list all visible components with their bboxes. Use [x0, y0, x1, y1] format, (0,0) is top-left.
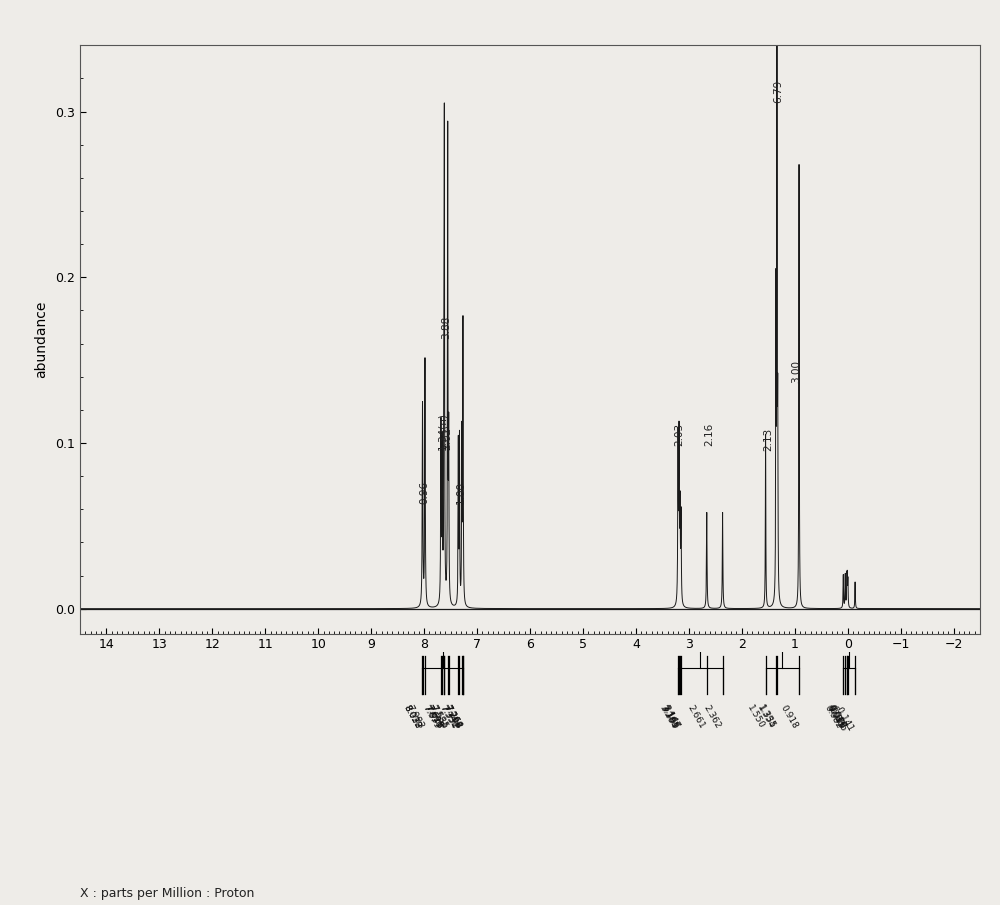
Text: 7.983: 7.983	[404, 703, 425, 730]
Text: 7.354: 7.354	[438, 703, 458, 730]
Text: -0.141: -0.141	[833, 703, 855, 733]
Text: 7.288: 7.288	[441, 703, 462, 730]
Text: 1.550: 1.550	[745, 703, 766, 730]
Text: 2.661: 2.661	[686, 703, 707, 730]
Text: 3.88: 3.88	[441, 315, 451, 338]
Text: 3.204: 3.204	[657, 703, 678, 730]
Text: 0.082: 0.082	[823, 703, 843, 730]
Text: 2.13: 2.13	[763, 428, 773, 452]
Text: 0.008: 0.008	[826, 703, 847, 730]
Text: 2.02: 2.02	[442, 426, 452, 450]
Text: -0.005: -0.005	[826, 703, 848, 733]
Text: 3.166: 3.166	[659, 703, 680, 730]
Text: 8.032: 8.032	[402, 703, 422, 730]
Text: 7.535: 7.535	[428, 703, 449, 730]
Text: 1.335: 1.335	[756, 703, 777, 730]
Text: 0.045: 0.045	[825, 703, 845, 730]
Text: 7.332: 7.332	[439, 703, 459, 730]
Text: 0.016: 0.016	[826, 703, 847, 730]
Text: 7.554: 7.554	[427, 703, 448, 730]
Text: 1.00: 1.00	[456, 481, 466, 504]
Text: X : parts per Million : Proton: X : parts per Million : Proton	[80, 888, 254, 900]
Text: 3.147: 3.147	[660, 703, 681, 730]
Text: 8.028: 8.028	[402, 703, 423, 730]
Y-axis label: abundance: abundance	[34, 300, 48, 378]
Text: 0.96: 0.96	[420, 481, 430, 504]
Text: 2.362: 2.362	[702, 703, 723, 730]
Text: 3.185: 3.185	[658, 703, 679, 730]
Text: 7.626: 7.626	[423, 703, 444, 730]
Text: 3.00: 3.00	[791, 360, 801, 384]
Text: 1.354: 1.354	[755, 703, 776, 730]
Text: 7.679: 7.679	[420, 703, 441, 730]
Text: 2.03: 2.03	[674, 424, 684, 446]
Text: 2.16: 2.16	[704, 423, 714, 446]
Text: 7.268: 7.268	[442, 703, 463, 730]
Text: 1.34(n): 1.34(n)	[437, 412, 447, 450]
Text: 0.918: 0.918	[778, 703, 799, 730]
Text: 7.618: 7.618	[424, 703, 444, 730]
Text: 7.264: 7.264	[442, 703, 463, 730]
Text: 6.79: 6.79	[773, 80, 783, 103]
Text: 7.657: 7.657	[422, 703, 442, 730]
